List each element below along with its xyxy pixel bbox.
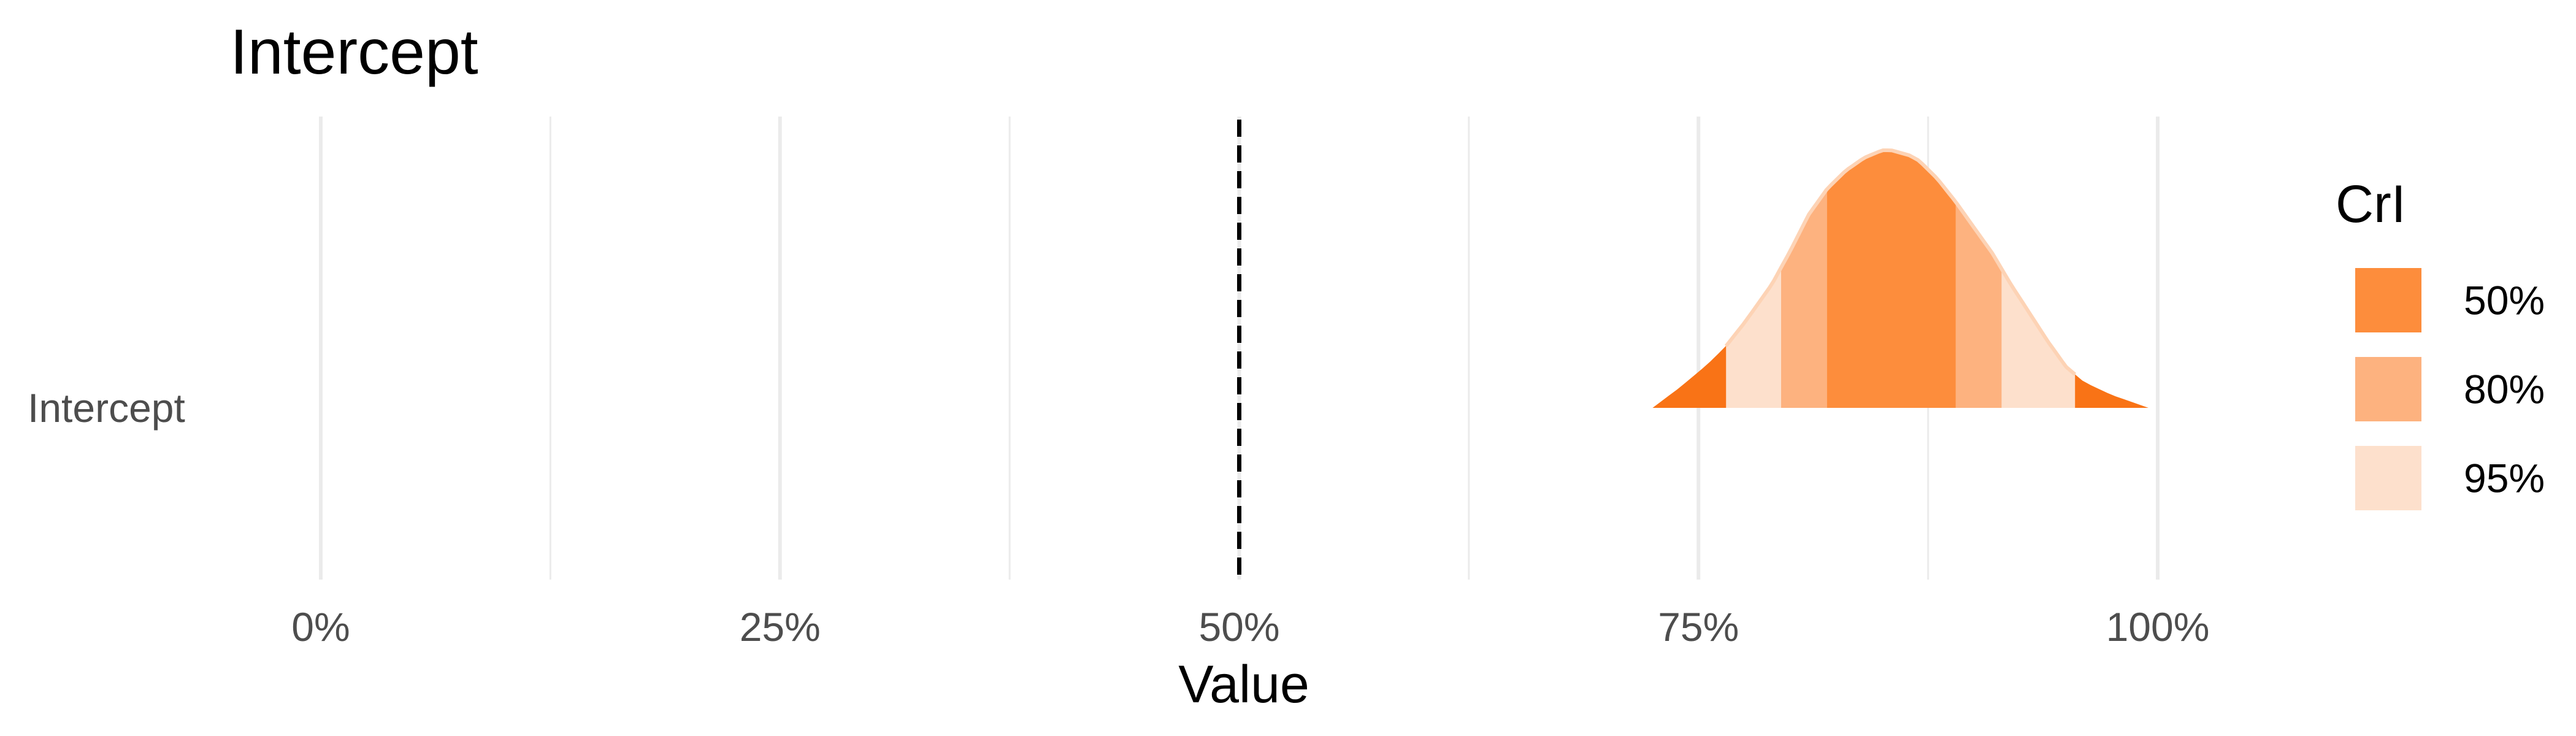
legend-key-80 <box>2355 357 2421 421</box>
density-outline <box>1724 148 2077 376</box>
legend-label-80: 80% <box>2464 367 2545 412</box>
legend-entries: 50% 80% 95% <box>2355 268 2545 510</box>
x-tick-label-3: 75% <box>1658 604 1739 650</box>
y-category-label: Intercept <box>28 385 185 431</box>
x-tick-label-0: 0% <box>291 604 350 650</box>
x-axis-title: Value <box>1178 655 1309 714</box>
legend-label-50: 50% <box>2464 278 2545 323</box>
grid-lines <box>319 117 2160 580</box>
x-axis-ticks: 0% 25% 50% 75% 100% <box>291 604 2209 650</box>
legend: CrI 50% 80% 95% <box>2336 175 2545 510</box>
legend-title: CrI <box>2336 175 2406 234</box>
density-plot <box>1652 148 2149 408</box>
x-tick-label-1: 25% <box>740 604 821 650</box>
x-tick-label-2: 50% <box>1198 604 1279 650</box>
legend-label-95: 95% <box>2464 456 2545 501</box>
legend-key-95 <box>2355 446 2421 510</box>
interval-50-area <box>1827 150 1956 408</box>
x-tick-label-4: 100% <box>2106 604 2210 650</box>
legend-key-50 <box>2355 268 2421 332</box>
chart-title: Intercept <box>230 17 478 88</box>
